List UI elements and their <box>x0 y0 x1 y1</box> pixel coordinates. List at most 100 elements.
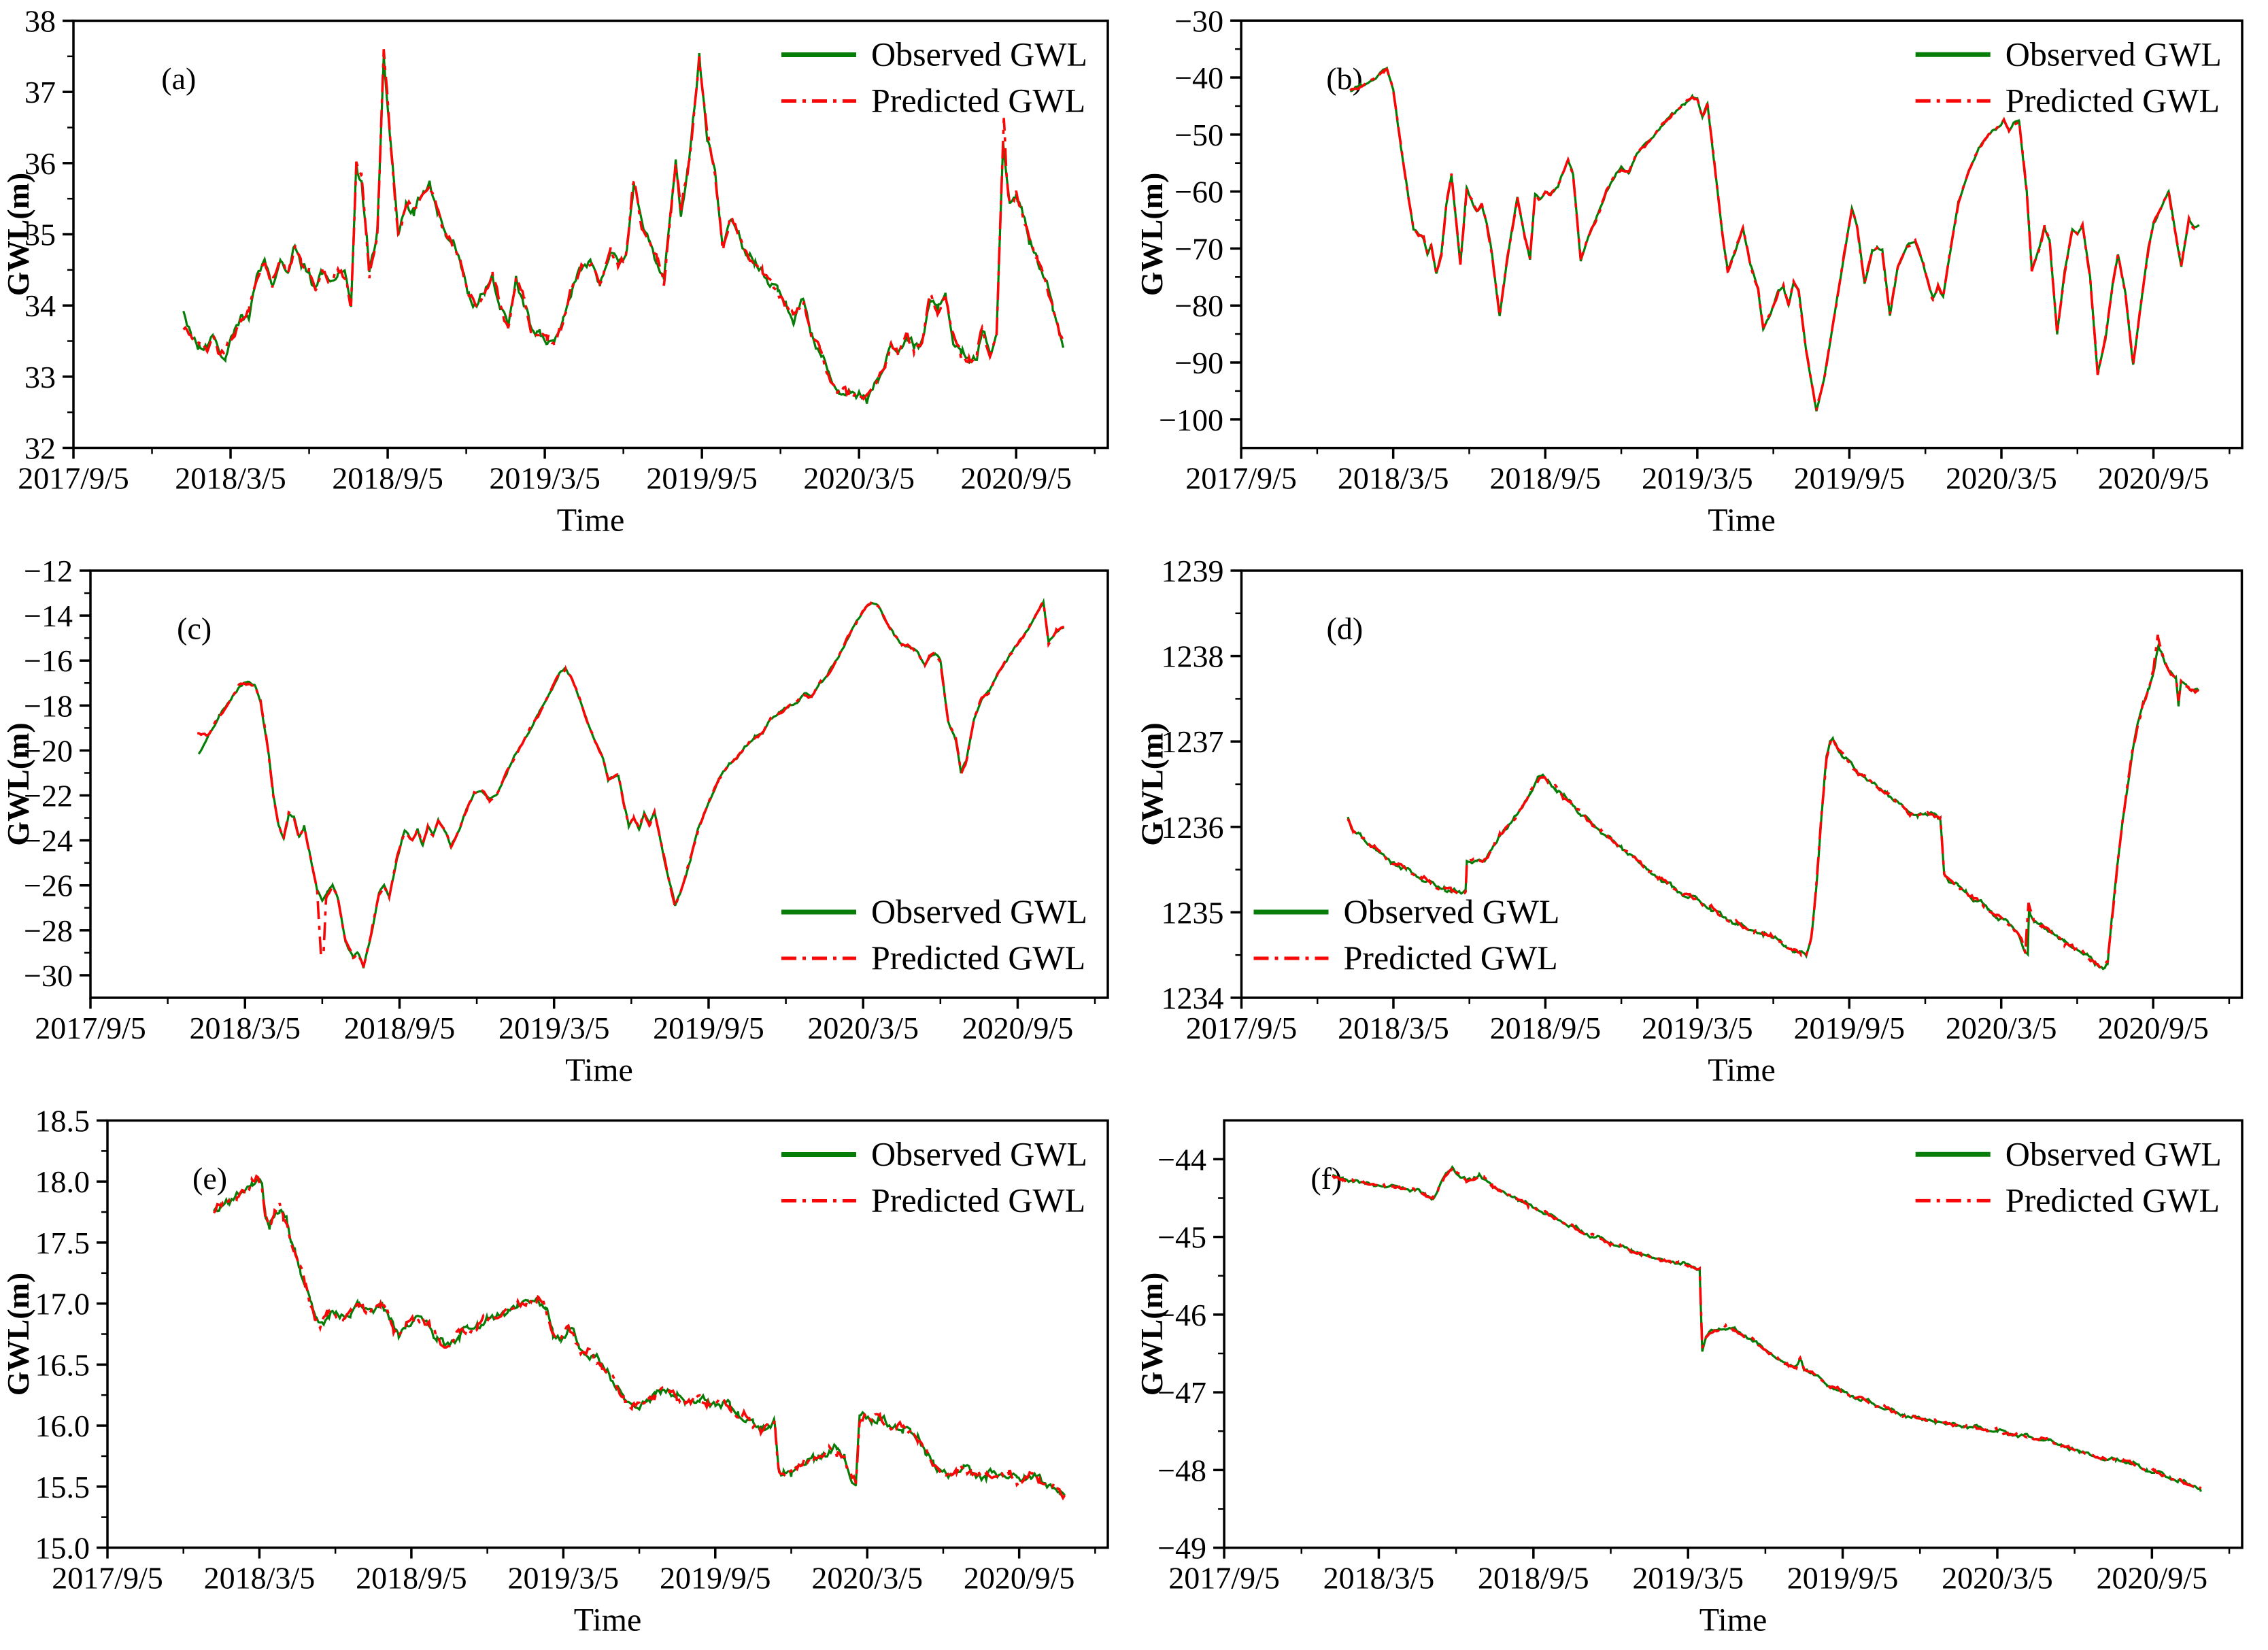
x-tick-label: 2020/9/5 <box>2098 461 2210 496</box>
x-tick-label: 2019/3/5 <box>508 1561 620 1596</box>
y-tick-label: −18 <box>24 688 73 723</box>
series-group <box>212 1174 1066 1501</box>
legend-observed-label: Observed GWL <box>2005 1134 2222 1173</box>
y-tick-label: −49 <box>1157 1531 1206 1566</box>
y-tick-label: 1236 <box>1162 810 1224 845</box>
legend-predicted-label: Predicted GWL <box>871 1181 1085 1219</box>
panel-letter: (d) <box>1327 611 1364 645</box>
x-axis-ticks: 2017/9/5 2018/3/5 2018/9/5 2019/3/5 2019/9/5… <box>1168 1547 2231 1596</box>
y-tick-label: 35 <box>24 218 56 252</box>
y-tick-label: 18.5 <box>35 1104 90 1139</box>
y-tick-label: 16.0 <box>35 1409 90 1443</box>
legend-observed: Observed GWL <box>781 892 1087 930</box>
y-tick-label: 36 <box>24 146 56 181</box>
panel-a: 2017/9/5 2018/3/5 2018/9/5 2019/3/5 2019/9/5… <box>0 0 1134 550</box>
x-tick-label: 2018/9/5 <box>1490 1011 1602 1045</box>
y-tick-label: −22 <box>24 779 73 813</box>
legend-predicted: Predicted GWL <box>781 1181 1085 1219</box>
y-tick-label: −50 <box>1174 118 1223 152</box>
y-tick-label: −60 <box>1174 175 1223 209</box>
x-tick-label: 2020/9/5 <box>964 1561 1075 1596</box>
legend-predicted: Predicted GWL <box>1253 939 1558 977</box>
legend-observed-label: Observed GWL <box>871 35 1087 73</box>
panel-letter: (c) <box>177 611 211 645</box>
x-axis-label: Time <box>574 1602 642 1638</box>
panel-letter: (a) <box>161 61 196 96</box>
y-tick-label: −45 <box>1157 1220 1206 1255</box>
y-tick-label: −70 <box>1174 231 1223 266</box>
panel-f: 2017/9/5 2018/3/5 2018/9/5 2019/3/5 2019/9/5… <box>1134 1100 2268 1650</box>
x-tick-label: 2020/3/5 <box>1946 1011 2057 1045</box>
x-axis-label: Time <box>1699 1602 1767 1638</box>
legend-predicted-label: Predicted GWL <box>871 82 1085 120</box>
panel-letter: (b) <box>1326 61 1363 96</box>
chart-panel-a: 2017/9/5 2018/3/5 2018/9/5 2019/3/5 2019/9/5… <box>1 4 1109 539</box>
legend: Observed GWL Predicted GWL <box>781 892 1087 977</box>
y-axis-label: GWL(m) <box>1134 173 1169 296</box>
y-axis-label: GWL(m) <box>1134 1273 1169 1396</box>
chart-panel-d: 2017/9/5 2018/3/5 2018/9/5 2019/3/5 2019/9/5… <box>1135 554 2244 1088</box>
y-tick-label: 1239 <box>1162 554 1224 588</box>
x-tick-label: 2018/9/5 <box>1489 461 1601 496</box>
x-tick-label: 2018/9/5 <box>356 1561 467 1596</box>
plot-frame <box>89 569 1109 999</box>
predicted-line <box>1347 635 2199 969</box>
x-axis-label: Time <box>557 503 625 539</box>
y-tick-label: 15.5 <box>35 1470 90 1504</box>
y-tick-label: 15.0 <box>35 1531 90 1566</box>
predicted-line <box>197 600 1065 969</box>
x-tick-label: 2019/3/5 <box>498 1011 610 1045</box>
x-tick-label: 2020/9/5 <box>962 1011 1074 1045</box>
legend-observed: Observed GWL <box>1915 35 2222 73</box>
y-tick-label: −46 <box>1157 1298 1206 1332</box>
chart-panel-f: 2017/9/5 2018/3/5 2018/9/5 2019/3/5 2019/9/5… <box>1134 1119 2244 1638</box>
y-tick-label: −20 <box>24 733 73 768</box>
legend-observed: Observed GWL <box>781 1135 1087 1173</box>
legend-observed-label: Observed GWL <box>871 1135 1087 1173</box>
y-tick-label: 17.0 <box>35 1287 90 1321</box>
predicted-line <box>1349 67 2201 411</box>
x-tick-label: 2019/9/5 <box>1793 1011 1905 1045</box>
legend: Observed GWL Predicted GWL <box>781 35 1087 120</box>
y-tick-label: −47 <box>1157 1375 1206 1410</box>
y-tick-label: −26 <box>24 869 73 903</box>
y-axis-ticks: −44 −45 −46 −47 −48 −49 <box>1157 1142 1225 1566</box>
panel-b: 2017/9/5 2018/3/5 2018/9/5 2019/3/5 2019/9/5… <box>1134 0 2268 550</box>
legend-observed-label: Observed GWL <box>871 892 1087 930</box>
y-axis-label: GWL(m) <box>1 722 35 845</box>
y-axis-ticks: 15.0 15.5 16.0 16.5 17.0 17.5 18.0 18.5 <box>35 1104 107 1566</box>
y-axis-label: GWL(m) <box>1135 722 1170 845</box>
x-tick-label: 2018/9/5 <box>332 461 443 496</box>
x-tick-label: 2020/9/5 <box>2097 1011 2209 1045</box>
panel-d: 2017/9/5 2018/3/5 2018/9/5 2019/3/5 2019/9/5… <box>1134 550 2268 1100</box>
x-tick-label: 2019/3/5 <box>1632 1561 1744 1596</box>
legend: Observed GWL Predicted GWL <box>781 1135 1087 1219</box>
series-group <box>182 49 1065 404</box>
panel-c: 2017/9/5 2018/3/5 2018/9/5 2019/3/5 2019/9/5… <box>0 550 1134 1100</box>
y-tick-label: −14 <box>24 599 73 633</box>
predicted-line <box>212 1174 1066 1501</box>
x-tick-label: 2017/9/5 <box>1185 461 1297 496</box>
x-tick-label: 2017/9/5 <box>1168 1561 1280 1596</box>
x-tick-label: 2017/9/5 <box>18 461 129 496</box>
x-tick-label: 2018/3/5 <box>204 1561 316 1596</box>
x-axis-ticks: 2017/9/5 2018/3/5 2018/9/5 2019/3/5 2019/9/5… <box>35 998 1096 1045</box>
predicted-line <box>1331 1164 2202 1489</box>
legend: Observed GWL Predicted GWL <box>1915 1134 2222 1219</box>
x-tick-label: 2020/3/5 <box>807 1011 919 1045</box>
x-tick-label: 2018/3/5 <box>175 461 286 496</box>
y-tick-label: 32 <box>24 431 56 466</box>
legend: Observed GWL Predicted GWL <box>1253 892 1560 977</box>
y-tick-label: 1234 <box>1162 981 1224 1015</box>
panel-letter: (e) <box>192 1161 227 1196</box>
legend-predicted-label: Predicted GWL <box>2005 1181 2220 1219</box>
x-tick-label: 2018/9/5 <box>344 1011 456 1045</box>
plot-frame <box>1240 19 2244 450</box>
x-tick-label: 2020/3/5 <box>1946 461 2057 496</box>
x-tick-label: 2019/9/5 <box>653 1011 764 1045</box>
y-tick-label: 33 <box>24 360 56 394</box>
y-axis-label: GWL(m) <box>1 173 35 296</box>
x-tick-label: 2019/9/5 <box>1787 1561 1899 1596</box>
x-axis-label: Time <box>565 1052 633 1088</box>
legend-observed-label: Observed GWL <box>1344 892 1560 930</box>
